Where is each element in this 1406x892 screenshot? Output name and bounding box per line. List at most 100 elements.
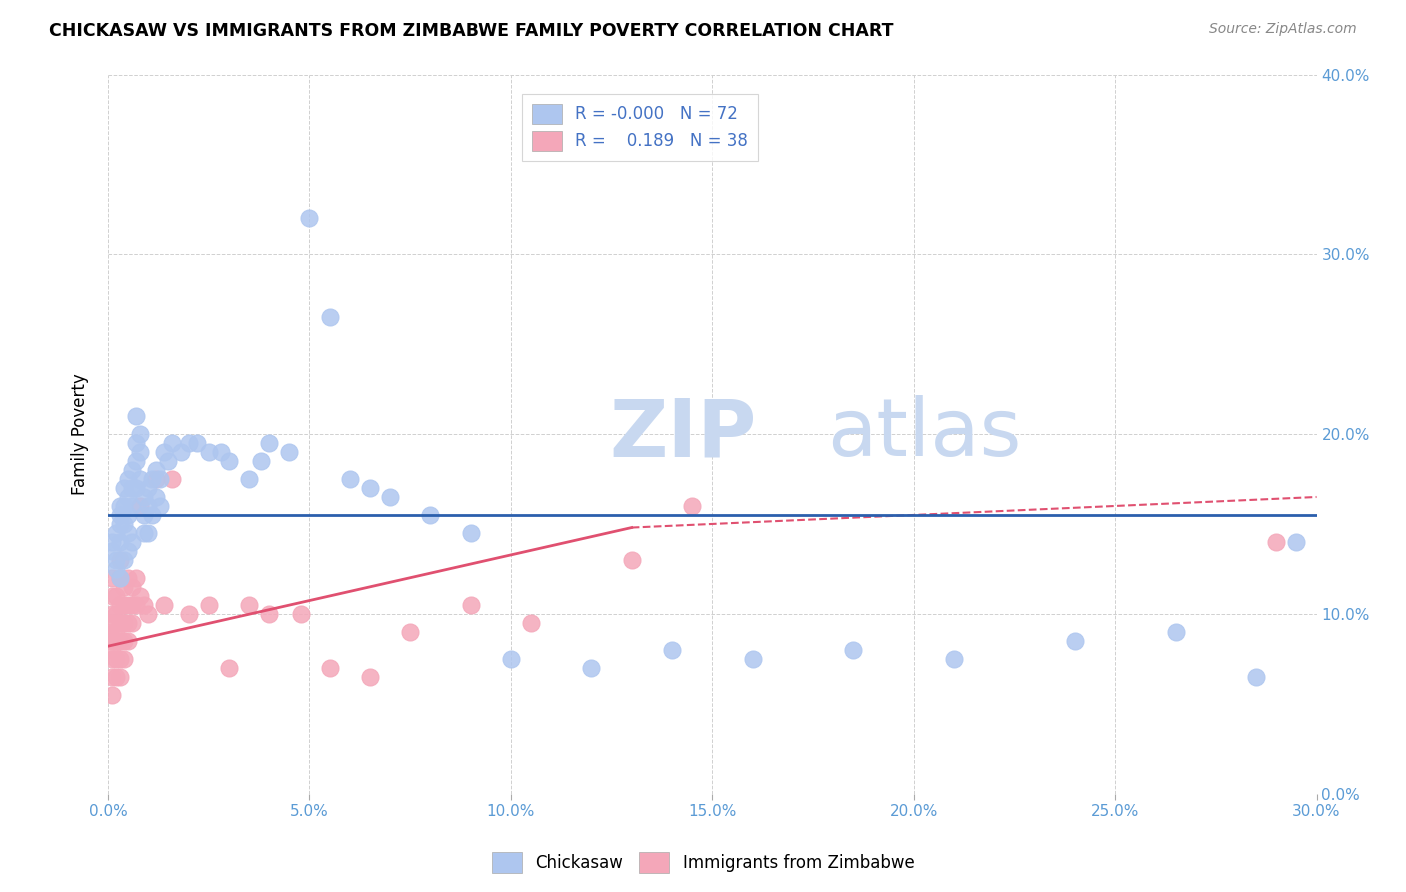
Point xyxy=(238,472,260,486)
Point xyxy=(129,589,152,603)
Point xyxy=(134,525,156,540)
Point xyxy=(105,562,128,576)
Point xyxy=(108,508,131,522)
Point xyxy=(149,472,172,486)
Point xyxy=(153,598,176,612)
Point xyxy=(581,661,603,675)
Point xyxy=(145,463,167,477)
Point xyxy=(499,652,522,666)
Point xyxy=(108,499,131,513)
Point xyxy=(112,580,135,594)
Point xyxy=(145,472,167,486)
Point xyxy=(741,652,763,666)
Point xyxy=(1244,670,1267,684)
Point xyxy=(112,481,135,495)
Point xyxy=(842,642,865,657)
Point xyxy=(101,607,124,621)
Point xyxy=(101,642,124,657)
Point xyxy=(129,445,152,459)
Point xyxy=(238,598,260,612)
Point xyxy=(136,499,159,513)
Point xyxy=(460,525,482,540)
Point xyxy=(125,454,148,468)
Y-axis label: Family Poverty: Family Poverty xyxy=(72,373,89,495)
Point xyxy=(105,633,128,648)
Point xyxy=(218,661,240,675)
Point xyxy=(257,436,280,450)
Point xyxy=(117,544,139,558)
Point xyxy=(112,598,135,612)
Point xyxy=(149,499,172,513)
Point xyxy=(105,607,128,621)
Point xyxy=(162,472,184,486)
Point xyxy=(136,481,159,495)
Point xyxy=(129,499,152,513)
Legend: R = -0.000   N = 72, R =    0.189   N = 38: R = -0.000 N = 72, R = 0.189 N = 38 xyxy=(522,94,758,161)
Point xyxy=(112,652,135,666)
Point xyxy=(112,499,135,513)
Point xyxy=(620,553,643,567)
Point xyxy=(112,633,135,648)
Point xyxy=(108,535,131,549)
Point xyxy=(117,615,139,630)
Text: atlas: atlas xyxy=(827,395,1021,473)
Point xyxy=(136,525,159,540)
Point xyxy=(101,544,124,558)
Point xyxy=(101,535,124,549)
Point xyxy=(209,445,232,459)
Text: CHICKASAW VS IMMIGRANTS FROM ZIMBABWE FAMILY POVERTY CORRELATION CHART: CHICKASAW VS IMMIGRANTS FROM ZIMBABWE FA… xyxy=(49,22,894,40)
Point xyxy=(121,598,143,612)
Point xyxy=(134,490,156,504)
Point xyxy=(108,598,131,612)
Point xyxy=(339,472,361,486)
Point xyxy=(125,481,148,495)
Point xyxy=(177,436,200,450)
Point xyxy=(141,508,163,522)
Point xyxy=(108,652,131,666)
Point xyxy=(121,580,143,594)
Point xyxy=(129,472,152,486)
Point xyxy=(108,516,131,531)
Point xyxy=(101,633,124,648)
Point xyxy=(108,571,131,585)
Point xyxy=(112,553,135,567)
Point xyxy=(129,427,152,442)
Point xyxy=(108,670,131,684)
Point xyxy=(117,508,139,522)
Point xyxy=(290,607,312,621)
Point xyxy=(1063,633,1085,648)
Legend: Chickasaw, Immigrants from Zimbabwe: Chickasaw, Immigrants from Zimbabwe xyxy=(485,846,921,880)
Point xyxy=(117,633,139,648)
Point xyxy=(105,525,128,540)
Point xyxy=(162,436,184,450)
Point xyxy=(378,490,401,504)
Point xyxy=(117,490,139,504)
Point xyxy=(112,516,135,531)
Point xyxy=(112,615,135,630)
Point xyxy=(101,688,124,702)
Point xyxy=(1265,535,1288,549)
Point xyxy=(169,445,191,459)
Point xyxy=(520,615,543,630)
Point xyxy=(177,607,200,621)
Point xyxy=(121,535,143,549)
Point xyxy=(681,499,703,513)
Point xyxy=(136,607,159,621)
Point xyxy=(318,661,340,675)
Point xyxy=(359,670,381,684)
Point xyxy=(125,409,148,423)
Point xyxy=(1164,624,1187,639)
Point xyxy=(101,589,124,603)
Text: ZIP: ZIP xyxy=(610,395,756,473)
Point xyxy=(108,633,131,648)
Point xyxy=(117,472,139,486)
Point xyxy=(108,571,131,585)
Point xyxy=(108,615,131,630)
Point xyxy=(943,652,966,666)
Point xyxy=(105,670,128,684)
Point xyxy=(117,525,139,540)
Point xyxy=(460,598,482,612)
Point xyxy=(125,571,148,585)
Point xyxy=(121,615,143,630)
Point xyxy=(101,615,124,630)
